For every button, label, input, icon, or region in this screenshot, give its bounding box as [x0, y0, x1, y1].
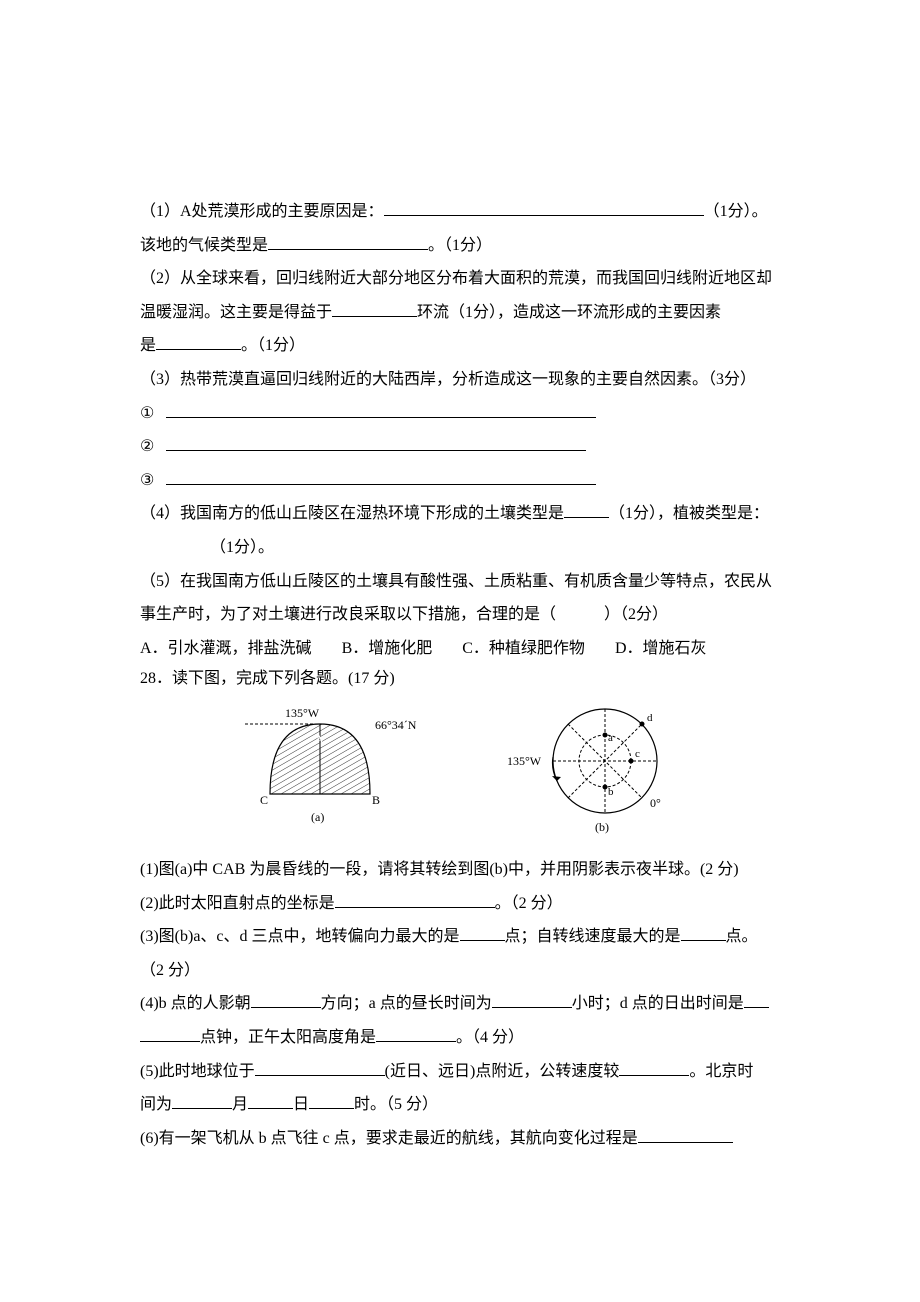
point-b-b: b: [608, 786, 614, 798]
blank: [309, 1093, 354, 1109]
blank: [564, 502, 609, 518]
q3-num1: ①: [140, 397, 154, 431]
blank: [166, 402, 596, 418]
q1-post: （1分）。: [704, 203, 768, 220]
blank: [140, 1026, 200, 1042]
q3-item2: ②: [140, 430, 790, 464]
blank: [166, 435, 586, 451]
q1-line2-post: 。（1分）: [428, 237, 492, 254]
q2-line3-post: 。（1分）: [241, 337, 305, 354]
q28-sub4-mid2: 小时；d 点的日出时间是: [572, 995, 744, 1012]
q5-optD: D．增施石灰: [615, 632, 707, 666]
q5-line1: （5）在我国南方低山丘陵区的土壤具有酸性强、土质粘重、有机质含量少等特点，农民从: [140, 565, 790, 599]
blank: [376, 1026, 456, 1042]
q3-item1: ①: [140, 397, 790, 431]
q1-pre: （1）A处荒漠形成的主要原因是：: [140, 203, 384, 220]
q28-sub4-line2-post: 。（4 分）: [456, 1029, 524, 1046]
q2-line2-pre: 温暖湿润。这主要是得益于: [140, 304, 332, 321]
q28-sub2: (2)此时太阳直射点的坐标是 。（2 分）: [140, 887, 790, 921]
point-c: C: [260, 793, 268, 807]
blank: [332, 301, 417, 317]
q2-line3: 是 。（1分）: [140, 329, 790, 363]
q2-line3-pre: 是: [140, 337, 156, 354]
q2-line2: 温暖湿润。这主要是得益于 环流（1分），造成这一环流形成的主要因素: [140, 296, 790, 330]
point-c-b: c: [635, 748, 640, 760]
q3-item3: ③: [140, 464, 790, 498]
q1-line2-pre: 该地的气候类型是: [140, 237, 268, 254]
q28-sub5: (5)此时地球位于 (近日、远日)点附近，公转速度较 。北京时: [140, 1055, 790, 1089]
q5-options: A．引水灌溉，排盐洗碱 B．增施化肥 C．种植绿肥作物 D．增施石灰: [140, 632, 790, 666]
q28-sub1: (1)图(a)中 CAB 为晨昏线的一段，请将其转绘到图(b)中，并用阴影表示夜…: [140, 853, 790, 887]
q28-sub3: (3)图(b)a、c、d 三点中，地转偏向力最大的是 点；自转线速度最大的是 点。: [140, 920, 790, 954]
q28-sub4: (4)b 点的人影朝 方向；a 点的昼长时间为 小时；d 点的日出时间是: [140, 987, 790, 1021]
q28-sub4-mid1: 方向；a 点的昼长时间为: [321, 995, 492, 1012]
blank: [384, 200, 704, 216]
point-b: B: [372, 793, 380, 807]
blank: [460, 925, 505, 941]
q28-title: 28．读下图，完成下列各题。(17 分): [140, 665, 790, 694]
q4-line2: （1分）。: [140, 531, 790, 565]
diagram-a: 135°W 66°34´N A C B (a): [225, 699, 425, 843]
q28-sub5-line2: 间为 月 日 时。（5 分）: [140, 1088, 790, 1122]
q4-line1: （4）我国南方的低山丘陵区在湿热环境下形成的土壤类型是 （1分），植被类型是：: [140, 497, 790, 531]
diagram-container: 135°W 66°34´N A C B (a) a b c d 135°W: [140, 699, 790, 843]
q28-sub4-pre: (4)b 点的人影朝: [140, 995, 251, 1012]
q28-sub5-mid: (近日、远日)点附近，公转速度较: [385, 1063, 620, 1080]
q28-sub3-mid: 点；自转线速度最大的是: [505, 928, 681, 945]
q5-optC: C．种植绿肥作物: [462, 632, 585, 666]
q3-num2: ②: [140, 430, 154, 464]
blank: [248, 1093, 293, 1109]
blank: [251, 992, 321, 1008]
label-135w-b: 135°W: [507, 754, 542, 768]
blank: [638, 1127, 733, 1143]
q28-sub5-pre: (5)此时地球位于: [140, 1063, 255, 1080]
blank: [681, 925, 726, 941]
q28-sub5-line2-pre: 间为: [140, 1096, 172, 1113]
point-d-b: d: [647, 712, 653, 724]
caption-b: (b): [595, 820, 609, 834]
q5-optA: A．引水灌溉，排盐洗碱: [140, 632, 312, 666]
blank: [156, 334, 241, 350]
q28-sub4-line2: 点钟，正午太阳高度角是 。（4 分）: [140, 1021, 790, 1055]
point-a: A: [315, 732, 324, 746]
q1-line2: 该地的气候类型是 。（1分）: [140, 229, 790, 263]
blank: [335, 892, 495, 908]
q3-line1: （3）热带荒漠直逼回归线附近的大陆西岸，分析造成这一现象的主要自然因素。（3分）: [140, 363, 790, 397]
q28-sub2-post: 。（2 分）: [495, 895, 563, 912]
q5-line2: 事生产时，为了对土壤进行改良采取以下措施，合理的是（ ）（2分）: [140, 598, 790, 632]
diagram-b: a b c d 135°W 0° (b): [495, 699, 705, 843]
q2-line1: （2）从全球来看，回归线附近大部分地区分布着大面积的荒漠，而我国回归线附近地区却: [140, 262, 790, 296]
q28-sub6: (6)有一架飞机从 b 点飞往 c 点，要求走最近的航线，其航向变化过程是: [140, 1122, 790, 1156]
blank: [172, 1093, 232, 1109]
blank: [744, 992, 769, 1008]
blank: [268, 234, 428, 250]
q4-line1-pre: （4）我国南方的低山丘陵区在湿热环境下形成的土壤类型是: [140, 505, 564, 522]
q28-sub5-post: 。北京时: [689, 1063, 753, 1080]
q28-sub5-line2-mid2: 日: [293, 1096, 309, 1113]
q28-sub4-line2-mid: 点钟，正午太阳高度角是: [200, 1029, 376, 1046]
label-135w: 135°W: [285, 706, 320, 720]
blank: [255, 1060, 385, 1076]
blank: [619, 1060, 689, 1076]
point-a-b: a: [608, 732, 613, 744]
q3-num3: ③: [140, 464, 154, 498]
q28-sub3-line2: （2 分）: [140, 954, 790, 988]
q28-sub5-line2-post: 时。（5 分）: [354, 1096, 438, 1113]
caption-a: (a): [311, 810, 324, 824]
q28-sub3-pre: (3)图(b)a、c、d 三点中，地转偏向力最大的是: [140, 928, 460, 945]
label-6634n: 66°34´N: [375, 718, 417, 732]
label-0-b: 0°: [650, 796, 661, 810]
diagram-a-svg: 135°W 66°34´N A C B (a): [225, 699, 425, 829]
q28-sub5-line2-mid1: 月: [232, 1096, 248, 1113]
q4-line1-post: （1分），植被类型是：: [609, 505, 769, 522]
blank: [166, 469, 596, 485]
diagram-b-svg: a b c d 135°W 0° (b): [495, 699, 705, 839]
q28-sub3-post: 点。: [726, 928, 758, 945]
q1-line1: （1）A处荒漠形成的主要原因是： （1分）。: [140, 195, 790, 229]
blank: [492, 992, 572, 1008]
q28-sub2-pre: (2)此时太阳直射点的坐标是: [140, 895, 335, 912]
q5-optB: B．增施化肥: [342, 632, 433, 666]
q28-sub6-pre: (6)有一架飞机从 b 点飞往 c 点，要求走最近的航线，其航向变化过程是: [140, 1130, 638, 1147]
q2-line2-mid: 环流（1分），造成这一环流形成的主要因素: [417, 304, 721, 321]
